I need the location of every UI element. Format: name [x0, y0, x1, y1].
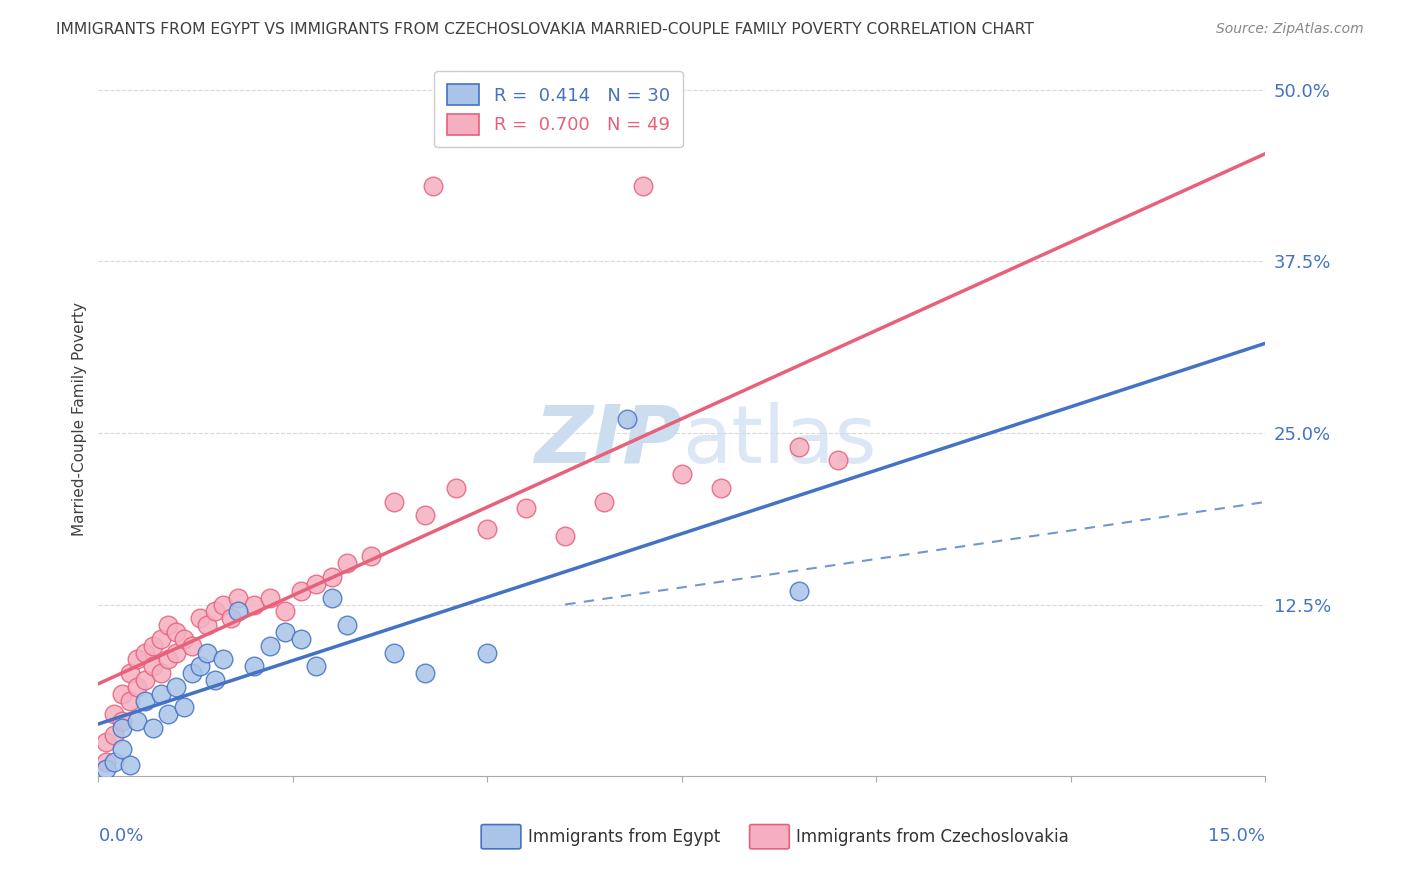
- Text: 15.0%: 15.0%: [1208, 828, 1265, 846]
- Point: [616, 412, 638, 426]
- Text: atlas: atlas: [682, 401, 876, 480]
- Point: [173, 632, 195, 646]
- Point: [180, 666, 202, 681]
- Point: [290, 583, 312, 598]
- Point: [96, 756, 118, 770]
- Point: [336, 618, 359, 632]
- Point: [127, 652, 149, 666]
- Point: [321, 591, 343, 605]
- Point: [134, 693, 156, 707]
- Point: [212, 652, 235, 666]
- Point: [382, 646, 405, 660]
- Text: ZIP: ZIP: [534, 401, 682, 480]
- Point: [413, 666, 436, 681]
- Point: [631, 178, 654, 193]
- Text: Immigrants from Czechoslovakia: Immigrants from Czechoslovakia: [796, 828, 1069, 846]
- Point: [111, 741, 134, 756]
- Point: [360, 549, 382, 564]
- Point: [103, 756, 125, 770]
- Point: [321, 570, 343, 584]
- Point: [671, 467, 693, 482]
- Point: [96, 735, 118, 749]
- Point: [142, 721, 165, 735]
- Point: [165, 624, 187, 639]
- FancyBboxPatch shape: [749, 824, 789, 849]
- Point: [382, 494, 405, 508]
- Point: [165, 646, 187, 660]
- Point: [243, 659, 266, 673]
- Point: [515, 501, 537, 516]
- Point: [787, 583, 810, 598]
- Text: IMMIGRANTS FROM EGYPT VS IMMIGRANTS FROM CZECHOSLOVAKIA MARRIED-COUPLE FAMILY PO: IMMIGRANTS FROM EGYPT VS IMMIGRANTS FROM…: [56, 22, 1035, 37]
- Point: [305, 577, 328, 591]
- Point: [149, 666, 172, 681]
- Point: [149, 632, 172, 646]
- Point: [204, 673, 226, 687]
- Point: [180, 639, 202, 653]
- Y-axis label: Married-Couple Family Poverty: Married-Couple Family Poverty: [72, 302, 87, 536]
- Point: [336, 557, 359, 571]
- FancyBboxPatch shape: [481, 824, 520, 849]
- Point: [188, 611, 211, 625]
- Point: [103, 707, 125, 722]
- Point: [118, 758, 141, 772]
- Point: [157, 652, 180, 666]
- Point: [243, 598, 266, 612]
- Point: [219, 611, 242, 625]
- Point: [195, 618, 218, 632]
- Point: [593, 494, 616, 508]
- Point: [413, 508, 436, 523]
- Point: [827, 453, 849, 467]
- Point: [96, 762, 118, 776]
- Point: [422, 178, 444, 193]
- Point: [165, 680, 187, 694]
- Point: [173, 700, 195, 714]
- Point: [259, 639, 281, 653]
- Point: [446, 481, 468, 495]
- Point: [118, 666, 141, 681]
- Point: [554, 529, 576, 543]
- Point: [111, 687, 134, 701]
- Point: [188, 659, 211, 673]
- Point: [157, 618, 180, 632]
- Point: [290, 632, 312, 646]
- Point: [710, 481, 733, 495]
- Point: [305, 659, 328, 673]
- Point: [228, 591, 250, 605]
- Point: [134, 673, 156, 687]
- Point: [259, 591, 281, 605]
- Point: [204, 604, 226, 618]
- Point: [274, 604, 297, 618]
- Point: [111, 721, 134, 735]
- Point: [118, 693, 141, 707]
- Point: [274, 624, 297, 639]
- Point: [149, 687, 172, 701]
- Point: [477, 646, 499, 660]
- Point: [195, 646, 218, 660]
- Point: [477, 522, 499, 536]
- Point: [142, 659, 165, 673]
- Point: [142, 639, 165, 653]
- Point: [127, 714, 149, 728]
- Text: Immigrants from Egypt: Immigrants from Egypt: [527, 828, 720, 846]
- Text: Source: ZipAtlas.com: Source: ZipAtlas.com: [1216, 22, 1364, 37]
- Point: [157, 707, 180, 722]
- Point: [228, 604, 250, 618]
- Text: 0.0%: 0.0%: [98, 828, 143, 846]
- Point: [127, 680, 149, 694]
- Legend: R =  0.414   N = 30, R =  0.700   N = 49: R = 0.414 N = 30, R = 0.700 N = 49: [434, 71, 682, 147]
- Point: [787, 440, 810, 454]
- Point: [103, 728, 125, 742]
- Point: [212, 598, 235, 612]
- Point: [111, 714, 134, 728]
- Point: [134, 646, 156, 660]
